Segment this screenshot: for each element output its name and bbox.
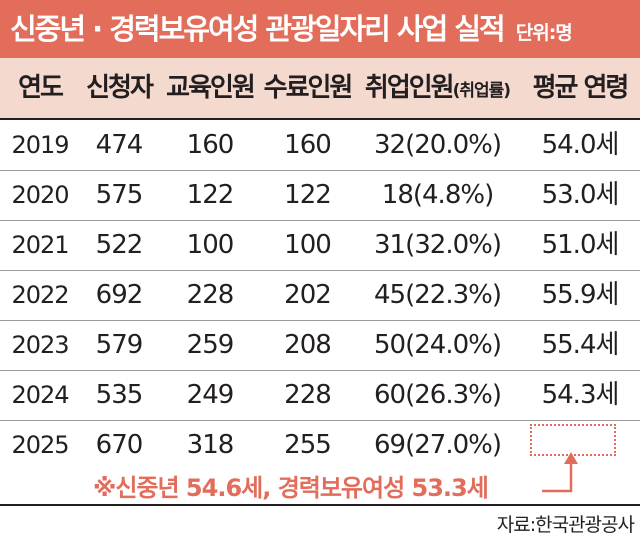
cell-completers: 160 <box>284 130 332 160</box>
cell-year: 2019 <box>11 131 69 159</box>
table-row: 2022 692 228 202 45(22.3%) 55.9세 <box>0 270 640 321</box>
cell-trainees: 259 <box>186 330 235 360</box>
header-completers: 수료인원 <box>263 73 354 103</box>
cell-employed: 18(4.8%) <box>381 180 494 210</box>
table-row: 2023 579 259 208 50(24.0%) 55.4세 <box>0 320 640 371</box>
cell-completers: 100 <box>284 230 332 260</box>
cell-trainees: 318 <box>186 430 235 460</box>
cell-year: 2023 <box>11 331 69 359</box>
cell-avg-age: 54.3세 <box>541 380 620 410</box>
header-applicants: 신청자 <box>86 73 154 103</box>
cell-trainees: 228 <box>186 280 235 310</box>
table-row: 2025 670 318 255 69(27.0%) <box>0 420 640 470</box>
table-row: 2019 474 160 160 32(20.0%) 54.0세 <box>0 120 640 171</box>
cell-trainees: 249 <box>186 380 235 410</box>
cell-employed: 69(27.0%) <box>374 430 502 460</box>
table-title: 신중년 · 경력보유여성 관광일자리 사업 실적 <box>10 12 506 46</box>
bottom-divider <box>0 504 640 506</box>
cell-applicants: 692 <box>95 280 144 310</box>
table-header: 연도 신청자 교육인원 수료인원 취업인원(취업률) 평균 연령 <box>0 58 640 120</box>
header-year: 연도 <box>18 73 64 103</box>
cell-trainees: 160 <box>186 130 235 160</box>
cell-employed: 50(24.0%) <box>374 330 502 360</box>
cell-applicants: 670 <box>95 430 144 460</box>
table-row: 2024 535 249 228 60(26.3%) 54.3세 <box>0 370 640 421</box>
cell-avg-age: 54.0세 <box>541 130 620 160</box>
cell-avg-age: 55.9세 <box>541 280 620 310</box>
cell-applicants: 575 <box>95 180 144 210</box>
source-label: 자료:한국관광공사 <box>496 514 635 536</box>
cell-applicants: 535 <box>95 380 144 410</box>
header-employed: 취업인원(취업률) <box>355 58 520 118</box>
cell-year: 2022 <box>11 281 69 309</box>
cell-employed: 31(32.0%) <box>374 230 502 260</box>
cell-avg-age: 55.4세 <box>541 330 620 360</box>
cell-year: 2024 <box>11 381 69 409</box>
header-avg-age: 평균 연령 <box>532 73 630 103</box>
header-employed-rate: (취업률) <box>452 81 511 101</box>
title-bar: 신중년 · 경력보유여성 관광일자리 사업 실적 단위:명 <box>0 0 640 58</box>
footnote: ※신중년 54.6세, 경력보유여성 53.3세 <box>93 474 489 502</box>
cell-applicants: 579 <box>95 330 144 360</box>
cell-trainees: 122 <box>186 180 235 210</box>
cell-avg-age: 51.0세 <box>541 230 620 260</box>
cell-completers: 122 <box>284 180 332 210</box>
cell-employed: 60(26.3%) <box>374 380 502 410</box>
cell-year: 2020 <box>11 181 69 209</box>
cell-completers: 255 <box>284 430 332 460</box>
cell-applicants: 474 <box>95 130 144 160</box>
cell-completers: 202 <box>284 280 332 310</box>
cell-employed: 32(20.0%) <box>374 130 502 160</box>
cell-avg-age: 53.0세 <box>541 180 620 210</box>
cell-completers: 228 <box>284 380 332 410</box>
table-row: 2020 575 122 122 18(4.8%) 53.0세 <box>0 170 640 221</box>
pending-value-box <box>530 424 616 456</box>
table-row: 2021 522 100 100 31(32.0%) 51.0세 <box>0 220 640 271</box>
header-employed-label: 취업인원 <box>364 73 455 103</box>
header-trainees: 교육인원 <box>166 73 256 103</box>
cell-employed: 45(22.3%) <box>374 280 502 310</box>
cell-year: 2025 <box>11 431 69 459</box>
cell-year: 2021 <box>11 231 69 259</box>
cell-trainees: 100 <box>186 230 235 260</box>
unit-label: 단위:명 <box>515 22 573 44</box>
cell-applicants: 522 <box>95 230 144 260</box>
cell-completers: 208 <box>284 330 332 360</box>
